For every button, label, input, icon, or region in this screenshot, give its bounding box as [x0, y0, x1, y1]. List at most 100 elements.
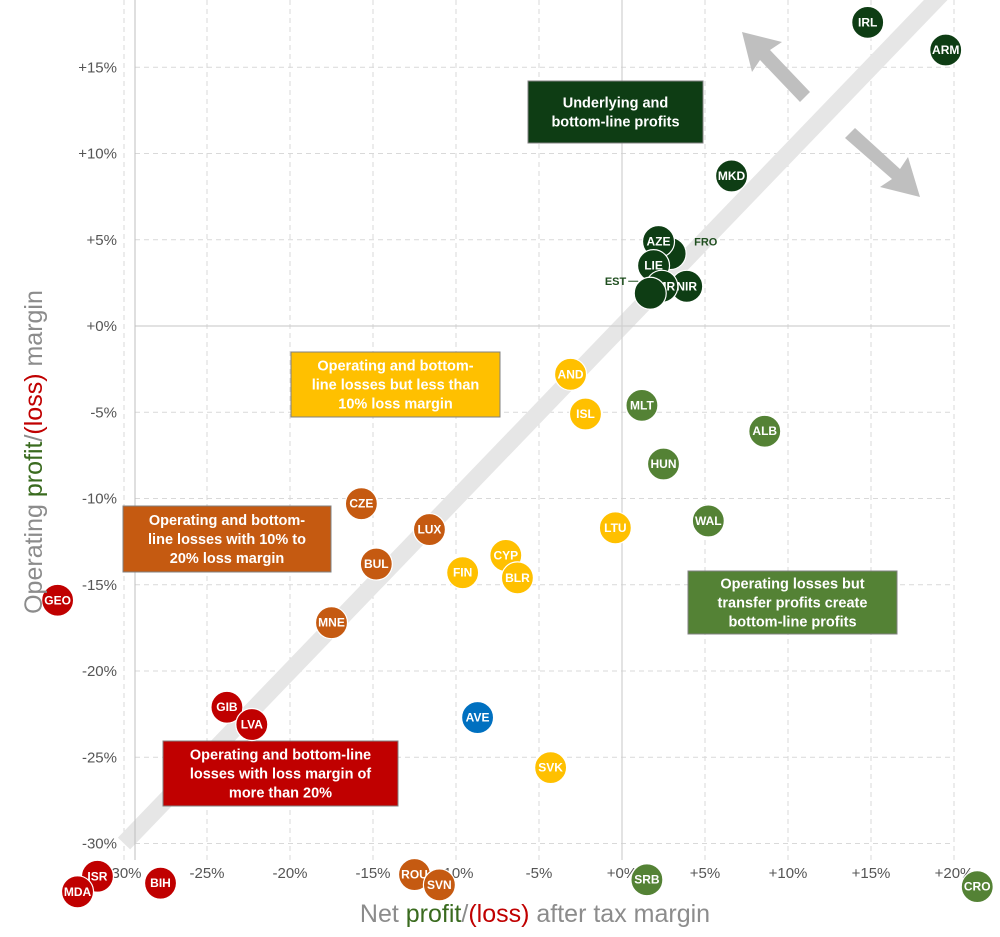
point-hun: HUN — [646, 447, 681, 481]
category-box: Operating and bottom-line losses with 10… — [122, 505, 332, 573]
x-tick-label: -20% — [272, 865, 307, 882]
point-marker — [748, 414, 782, 448]
x-tick-label: -5% — [526, 865, 553, 882]
y-axis-title: Operating profit/(loss) margin — [20, 290, 48, 614]
point-label: FRO — [694, 237, 718, 249]
data-points: IRLARMMKDFROAZELIENIRSMRESTANDISLLTUCYPF… — [40, 5, 994, 909]
point-marker — [625, 388, 659, 422]
point-label: ROU — [401, 868, 428, 882]
diagonal-reference-line — [117, 0, 948, 850]
point-label: BIH — [150, 876, 171, 890]
point-label: BUL — [364, 557, 389, 571]
point-marker — [691, 504, 725, 538]
point-marker — [851, 5, 885, 39]
point-fin: FIN — [446, 556, 480, 590]
x-tick-label: +10% — [769, 865, 808, 882]
point-marker — [143, 866, 178, 900]
x-tick-label: +5% — [690, 865, 720, 882]
x-axis-title-post: after tax margin — [529, 900, 710, 928]
point-and: AND — [553, 357, 588, 391]
category-box-line: Underlying and — [563, 96, 669, 112]
x-tick-label: +15% — [852, 865, 891, 882]
y-tick-labels: +15% +10% +5% +0% -5% -10% -15% -20% -25% -30% — [78, 59, 117, 852]
point-label: IRL — [858, 15, 877, 29]
y-axis-title-profit: profit — [20, 442, 48, 498]
point-srb: SRB — [630, 863, 664, 897]
point-alb: ALB — [748, 414, 782, 448]
y-axis-title-pre: Operating — [20, 497, 48, 614]
point-label: MNE — [318, 616, 345, 630]
point-label: NIR — [676, 279, 697, 293]
y-axis-title-loss: (loss) — [20, 373, 48, 434]
point-blr: BLR — [500, 561, 535, 595]
point-label: SVN — [427, 878, 452, 892]
y-axis-title-slash: / — [20, 435, 48, 442]
point-marker — [460, 700, 495, 735]
point-marker — [359, 547, 393, 581]
x-axis-title-slash: / — [461, 900, 468, 928]
category-box: Underlying and bottom-line profits — [527, 80, 704, 144]
point-ave: AVE — [460, 700, 495, 735]
y-tick-label: +5% — [87, 232, 117, 249]
point-label: LTU — [604, 521, 626, 535]
y-tick-label: -25% — [82, 749, 117, 766]
point-label: GEO — [44, 593, 71, 607]
point-marker — [235, 707, 269, 742]
x-axis-title: Net profit/(loss) after tax margin — [360, 900, 710, 928]
y-equals-x-line — [117, 0, 948, 850]
category-box-line: Operating losses but — [720, 577, 864, 593]
y-tick-label: +0% — [87, 318, 117, 335]
point-lux: LUX — [412, 512, 447, 547]
point-cro: CRO — [960, 870, 994, 904]
point-label: EST — [605, 276, 627, 288]
point-svk: SVK — [534, 750, 568, 785]
x-tick-label: +0% — [607, 865, 637, 882]
point-bul: BUL — [359, 547, 393, 581]
point-cze: CZE — [344, 487, 378, 521]
y-tick-label: +10% — [78, 146, 117, 163]
category-box-bg — [687, 570, 898, 635]
y-tick-label: -15% — [82, 577, 117, 594]
point-geo: GEO — [40, 583, 75, 617]
point-label: SVK — [538, 761, 563, 775]
category-box-bg — [122, 505, 332, 573]
point-label: ISR — [87, 869, 107, 883]
point-marker — [500, 561, 535, 595]
point-marker — [422, 868, 456, 902]
point-arm: ARM — [929, 33, 963, 67]
point-marker — [446, 556, 480, 590]
point-label: MKD — [718, 169, 746, 183]
x-axis-title-profit: profit — [406, 900, 462, 928]
point-label: MLT — [630, 398, 654, 412]
arrow-down-right-icon — [845, 128, 920, 197]
point-marker — [598, 511, 632, 545]
y-tick-label: -20% — [82, 663, 117, 680]
category-box-line: line losses but less than — [312, 378, 480, 394]
point-label: AZE — [647, 234, 671, 248]
point-label: CZE — [349, 497, 373, 511]
category-box-line: line losses with 10% to — [148, 532, 306, 548]
category-box-line: 20% loss margin — [170, 551, 284, 567]
point-label: ARM — [932, 43, 959, 57]
arrow-up-left-icon — [742, 32, 810, 102]
point-marker — [646, 447, 681, 481]
point-wal: WAL — [691, 504, 725, 538]
point-label: SRB — [634, 873, 660, 887]
point-label: ALB — [752, 424, 777, 438]
point-rou: ROU — [397, 857, 432, 892]
point-marker — [40, 583, 75, 617]
point-gib: GIB — [210, 690, 244, 724]
y-tick-label: -10% — [82, 491, 117, 508]
point-label: CYP — [493, 548, 518, 562]
point-label: HUN — [651, 457, 677, 471]
x-tick-labels: -30% -25% -20% -15% -10% -5% +0% +5% +10% +15% +20… — [106, 865, 973, 882]
point-label: FIN — [453, 566, 472, 580]
point-mlt: MLT — [625, 388, 659, 422]
category-box-line: transfer profits create — [718, 596, 868, 612]
category-box-line: losses with loss margin of — [190, 767, 371, 783]
point-label: AVE — [466, 711, 490, 725]
x-tick-label: -30% — [106, 865, 141, 882]
point-marker — [630, 863, 664, 897]
